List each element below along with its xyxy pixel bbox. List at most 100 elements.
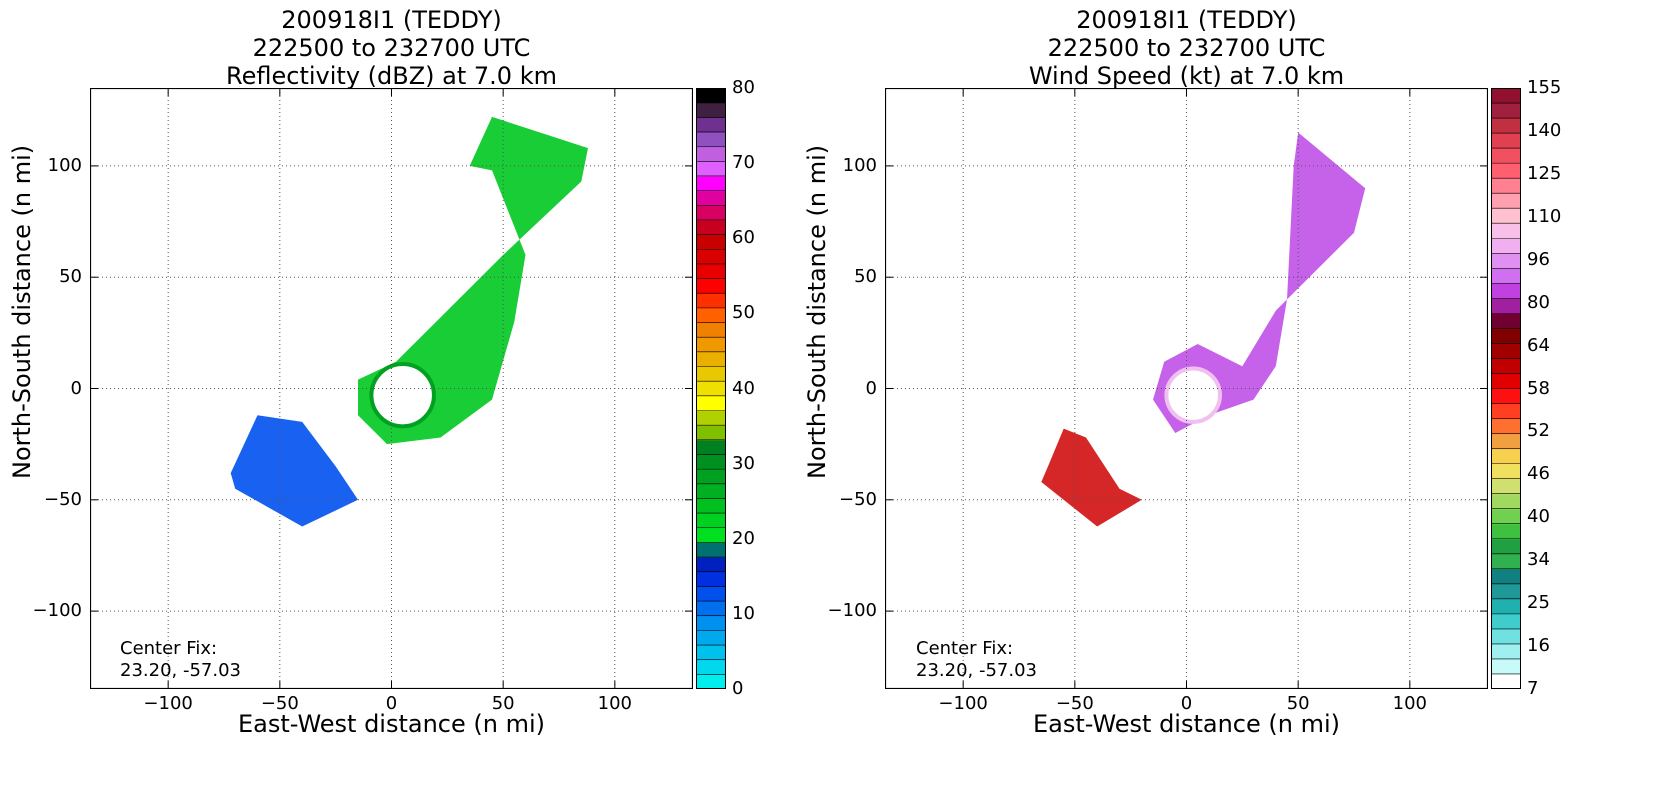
colorbar-segment	[696, 366, 726, 382]
y-tick-label: 100	[842, 154, 877, 176]
colorbar-segment	[696, 381, 726, 397]
colorbar-segment	[696, 557, 726, 573]
colorbar-segment	[1491, 268, 1521, 284]
title-line-2: 222500 to 232700 UTC	[252, 34, 531, 62]
colorbar-segment	[1491, 508, 1521, 525]
colorbar-segment	[696, 410, 726, 426]
colorbar-segment	[696, 102, 726, 118]
colorbar-segment	[1491, 373, 1521, 390]
colorbar-segment	[696, 337, 726, 353]
colorbar-border	[696, 88, 726, 689]
colorbar-tick-label: 70	[732, 152, 755, 174]
colorbar-segment	[1491, 388, 1521, 405]
eye	[369, 362, 436, 429]
colorbar-tick-label: 40	[732, 377, 755, 399]
x-tick-label: −100	[938, 693, 988, 714]
colorbar-segment	[1491, 343, 1521, 360]
colorbar-segment	[696, 117, 726, 133]
colorbar-segment	[696, 131, 726, 148]
plot-border	[885, 88, 1488, 689]
eye	[1164, 366, 1223, 424]
colorbar-segment	[696, 234, 726, 250]
colorbar-segment	[1491, 208, 1521, 224]
x-tick-label: 0	[1180, 693, 1193, 714]
colorbar-segment	[1491, 553, 1521, 570]
wind-speed-plot	[885, 88, 1488, 689]
colorbar-segment	[1491, 643, 1521, 660]
colorbar-segment	[1491, 493, 1521, 510]
colorbar-segment	[1491, 253, 1521, 269]
colorbar-segment	[1491, 568, 1521, 585]
colorbar-tick-label: 0	[732, 678, 744, 699]
x-tick-label: 100	[1392, 693, 1427, 714]
colorbar-tick-label: 30	[732, 452, 755, 474]
colorbar-tick-label: 80	[1527, 291, 1550, 313]
y-axis-label: North-South distance (n mi)	[803, 144, 831, 479]
colorbar-tick-label: 50	[732, 302, 755, 324]
colorbar-tick-label: 155	[1527, 77, 1562, 98]
colorbar-segment	[696, 425, 726, 441]
y-tick-label: −50	[44, 488, 82, 510]
colorbar-segment	[1491, 523, 1521, 540]
colorbar-segment	[696, 615, 726, 631]
colorbar-tick-label: 40	[1527, 506, 1550, 528]
colorbar-segment	[1491, 238, 1521, 254]
colorbar-segment	[696, 146, 726, 162]
colorbar-segment	[696, 659, 726, 675]
data-region-1	[1041, 428, 1142, 527]
title-line-1: 200918I1 (TEDDY)	[281, 6, 502, 34]
data-region-1	[230, 415, 358, 527]
colorbar-segment	[696, 322, 726, 338]
colorbar-segment	[1491, 163, 1521, 179]
colorbar-tick-label: 25	[1527, 592, 1550, 614]
center-fix-value: 23.20, -57.03	[120, 660, 241, 681]
title-line-1: 200918I1 (TEDDY)	[1076, 6, 1297, 34]
colorbar-segment	[696, 469, 726, 485]
colorbar-border	[1491, 88, 1521, 689]
colorbar-segment	[696, 249, 726, 265]
colorbar-tick-label: 34	[1527, 549, 1550, 571]
colorbar-segment	[696, 630, 726, 646]
colorbar-tick-label: 10	[732, 602, 755, 624]
colorbar-segment	[696, 293, 726, 309]
colorbar-segment	[1491, 673, 1521, 689]
y-tick-label: −50	[839, 488, 877, 510]
data-region-0	[1153, 132, 1366, 433]
colorbar-segment	[696, 307, 726, 324]
y-tick-label: −100	[827, 600, 877, 622]
colorbar-segment	[696, 454, 726, 470]
colorbar-segment	[1491, 193, 1521, 209]
colorbar-segment	[1491, 403, 1521, 420]
colorbar-segment	[1491, 148, 1521, 164]
y-tick-label: 0	[865, 377, 877, 399]
colorbar-segment	[1491, 613, 1521, 630]
x-tick-label: 0	[385, 693, 398, 714]
colorbar-tick-label: 16	[1527, 635, 1550, 657]
colorbar-segment	[1491, 418, 1521, 435]
colorbar-tick-label: 96	[1527, 248, 1550, 270]
colorbar-segment	[696, 263, 726, 280]
colorbar-segment	[1491, 628, 1521, 645]
y-tick-label: 50	[59, 266, 82, 288]
colorbar-tick-label: 20	[732, 527, 755, 549]
colorbar-segment	[696, 586, 726, 602]
colorbar-segment	[1491, 223, 1521, 239]
colorbar-segment	[696, 571, 726, 587]
x-tick-label: 50	[491, 693, 515, 714]
colorbar-tick-label: 7	[1527, 678, 1539, 699]
x-axis-label: East-West distance (n mi)	[1032, 710, 1341, 738]
colorbar-segment	[696, 498, 726, 514]
colorbar-segment	[696, 161, 726, 177]
colorbar-segment	[1491, 178, 1521, 194]
colorbar-segment	[1491, 598, 1521, 615]
colorbar-segment	[1491, 448, 1521, 465]
title-line-3: Reflectivity (dBZ) at 7.0 km	[226, 62, 557, 90]
colorbar-segment	[1491, 658, 1521, 675]
colorbar-segment	[696, 439, 726, 456]
x-axis-label: East-West distance (n mi)	[237, 710, 546, 738]
colorbar-segment	[1491, 478, 1521, 495]
colorbar-segment	[1491, 283, 1521, 299]
y-tick-label: 50	[854, 266, 877, 288]
colorbar-segment	[696, 483, 726, 500]
